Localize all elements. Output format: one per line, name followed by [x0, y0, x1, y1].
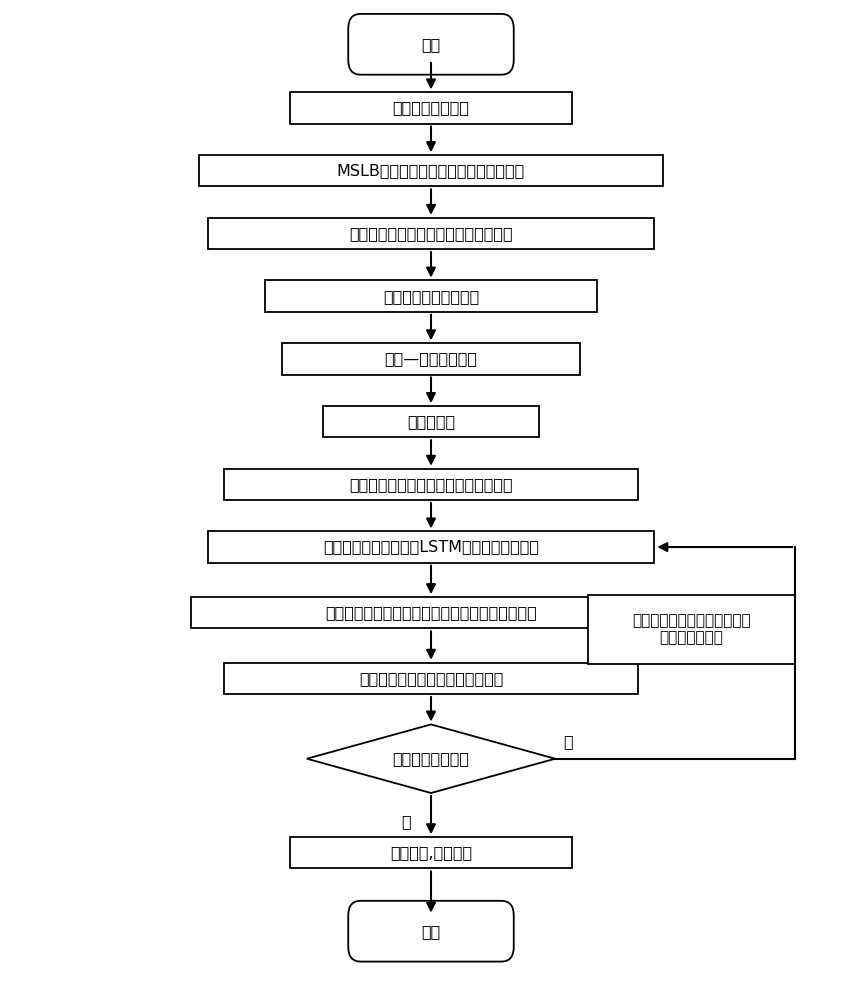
Text: 对比相应时间点的实际值与预测值: 对比相应时间点的实际值与预测值	[358, 671, 503, 686]
Text: 精度是否符合要求: 精度是否符合要求	[392, 751, 469, 766]
FancyBboxPatch shape	[199, 155, 662, 186]
FancyBboxPatch shape	[587, 595, 794, 664]
Text: 设定时间深度模型的结构且选取超参数: 设定时间深度模型的结构且选取超参数	[349, 477, 512, 492]
Text: 设定初始输入参数: 设定初始输入参数	[392, 101, 469, 115]
FancyBboxPatch shape	[282, 343, 579, 375]
Text: 保存模型,预测结果: 保存模型,预测结果	[389, 845, 472, 860]
FancyBboxPatch shape	[290, 92, 571, 124]
FancyBboxPatch shape	[224, 663, 637, 694]
Text: 否: 否	[563, 734, 573, 749]
Polygon shape	[307, 724, 554, 793]
FancyBboxPatch shape	[290, 837, 571, 868]
Text: 数据的线性归一化处理: 数据的线性归一化处理	[382, 289, 479, 304]
Text: 是: 是	[401, 815, 411, 830]
Text: 结束: 结束	[421, 924, 440, 939]
Text: 调用训练集对设定好的LSTM时序深度模型训练: 调用训练集对设定好的LSTM时序深度模型训练	[323, 540, 538, 555]
FancyBboxPatch shape	[265, 280, 596, 312]
FancyBboxPatch shape	[323, 406, 538, 437]
Text: 划分数据集: 划分数据集	[406, 414, 455, 429]
FancyBboxPatch shape	[348, 14, 513, 75]
FancyBboxPatch shape	[191, 597, 670, 628]
FancyBboxPatch shape	[348, 901, 513, 962]
FancyBboxPatch shape	[208, 531, 653, 563]
Text: 重新划分数据集或调整深度模
型结构和超参数: 重新划分数据集或调整深度模 型结构和超参数	[632, 613, 750, 646]
Text: MSLB事故瞬态安全参数输出作为实际值: MSLB事故瞬态安全参数输出作为实际值	[337, 163, 524, 178]
Text: 开始: 开始	[421, 37, 440, 52]
FancyBboxPatch shape	[208, 218, 653, 249]
Text: 设定设计工况数据集和试验工况数据集: 设定设计工况数据集和试验工况数据集	[349, 226, 512, 241]
Text: 通过训练后的时序深度模型预测未来时间瞬态响应: 通过训练后的时序深度模型预测未来时间瞬态响应	[325, 605, 536, 620]
Text: 特征—标签对的分割: 特征—标签对的分割	[384, 351, 477, 366]
FancyBboxPatch shape	[224, 469, 637, 500]
